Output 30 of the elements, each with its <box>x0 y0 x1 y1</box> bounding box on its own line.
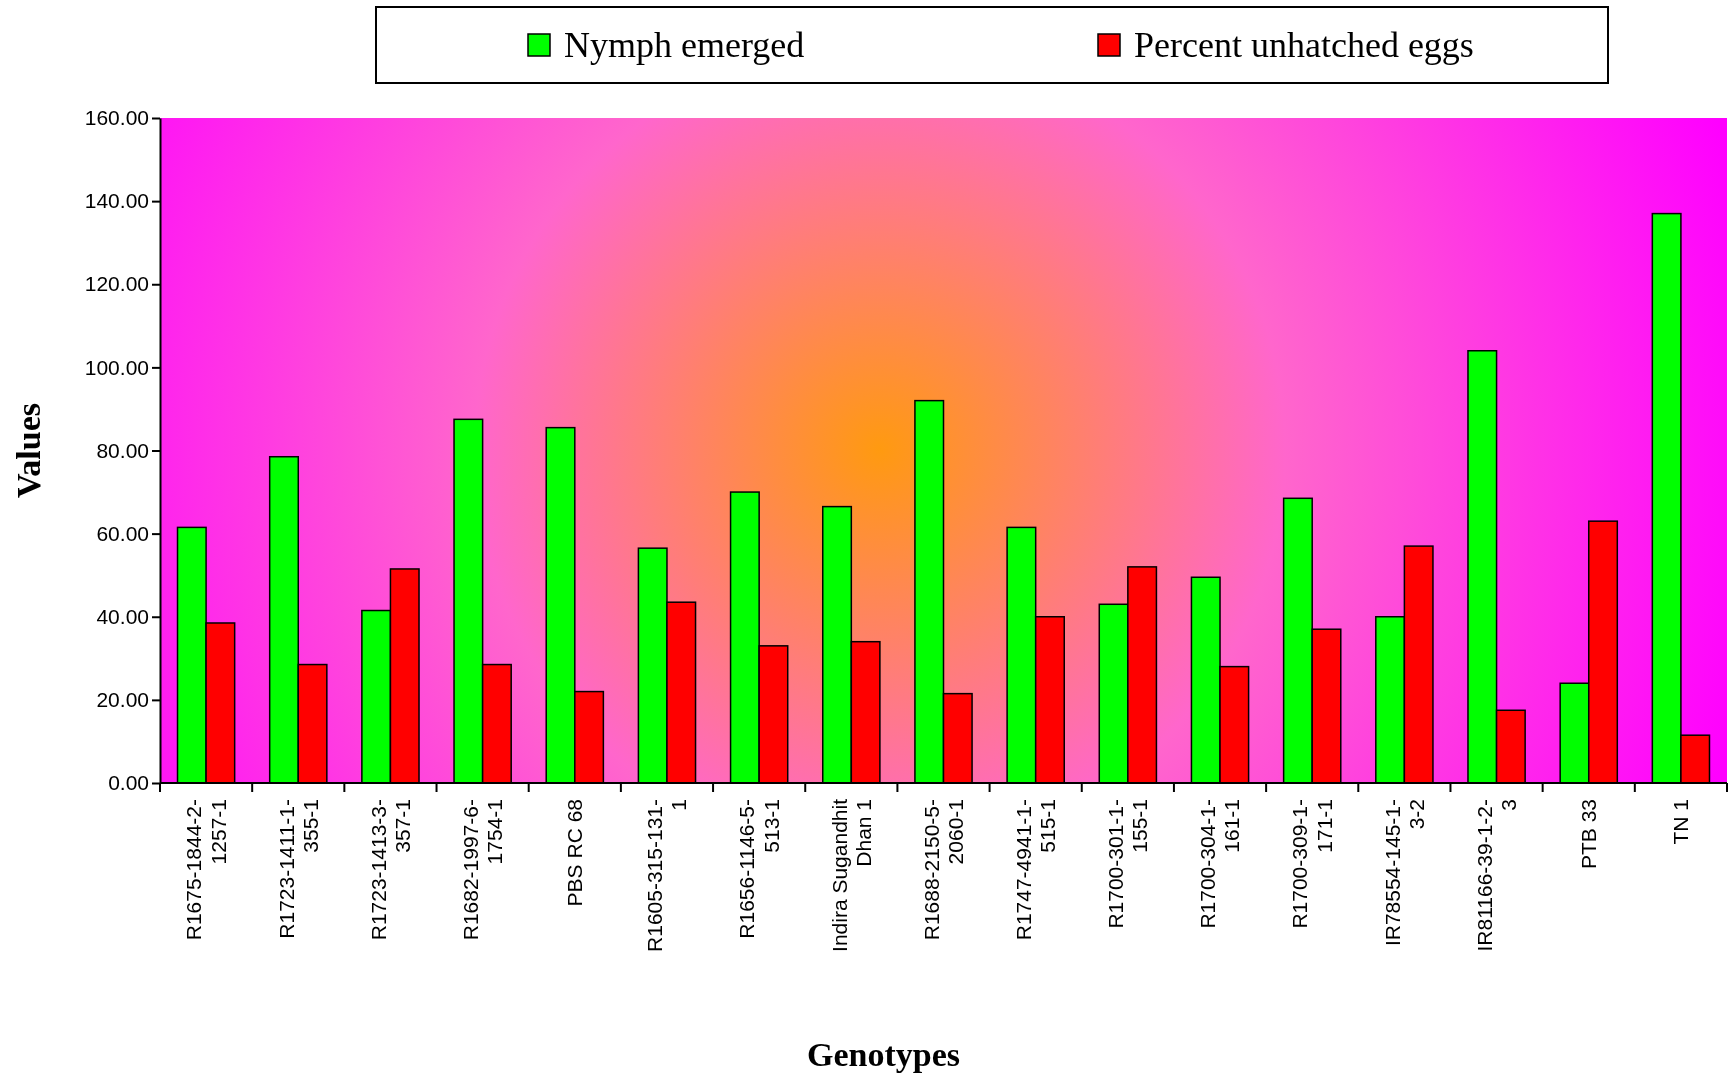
x-tick-label: R1682-1997-6-1754-1 <box>458 799 507 941</box>
y-tick-label: 140.00 <box>84 189 149 213</box>
y-tick-label: 80.00 <box>96 438 149 462</box>
x-tick-label: R1675-1844-2-1257-1 <box>182 799 230 941</box>
x-tick-label: R1747-4941-1-515-1 <box>1011 799 1060 941</box>
x-axis-title: Genotypes <box>807 1036 960 1073</box>
y-tick-label: 120.00 <box>84 272 149 296</box>
x-tick-label: IR78554-145-1-3-2 <box>1380 798 1428 947</box>
y-tick-label: 60.00 <box>96 521 149 545</box>
x-tick-label: R1656-1146-5-513-1 <box>735 799 783 939</box>
x-tick-label: PTB 33 <box>1577 799 1601 870</box>
x-tick-label: IR81166-39-1-2-3 <box>1472 799 1520 952</box>
x-tick-label: R1723-1411-1-355-1 <box>274 799 322 939</box>
x-tick-label: R1723-1413-3-357-1 <box>366 799 414 941</box>
y-tick-label: 160.00 <box>84 106 149 130</box>
x-tick-label: PBS RC 68 <box>563 799 587 907</box>
x-tick-label: R1700-301-1-155-1 <box>1104 799 1152 929</box>
x-tick-label: R1688-2150-5-2060-1 <box>919 799 967 941</box>
y-tick-label: 20.00 <box>96 688 149 712</box>
x-tick-label: R1700-304-1-161-1 <box>1196 799 1244 929</box>
y-tick-label: 40.00 <box>96 604 149 628</box>
x-tick-label: TN 1 <box>1669 799 1693 845</box>
x-tick-label: Indira Sugandhit Dhan 1 <box>827 798 875 952</box>
legend-label: Nymph emerged <box>564 25 805 65</box>
legend-label: Percent unhatched eggs <box>1134 25 1474 65</box>
y-tick-label: 0.00 <box>108 771 149 795</box>
x-tick-label: R1700-309-1-171-1 <box>1288 799 1336 929</box>
x-tick-label: R1605-315-131-1 <box>643 798 691 952</box>
y-axis-title: Values <box>10 402 47 499</box>
y-tick-label: 100.00 <box>84 355 149 379</box>
